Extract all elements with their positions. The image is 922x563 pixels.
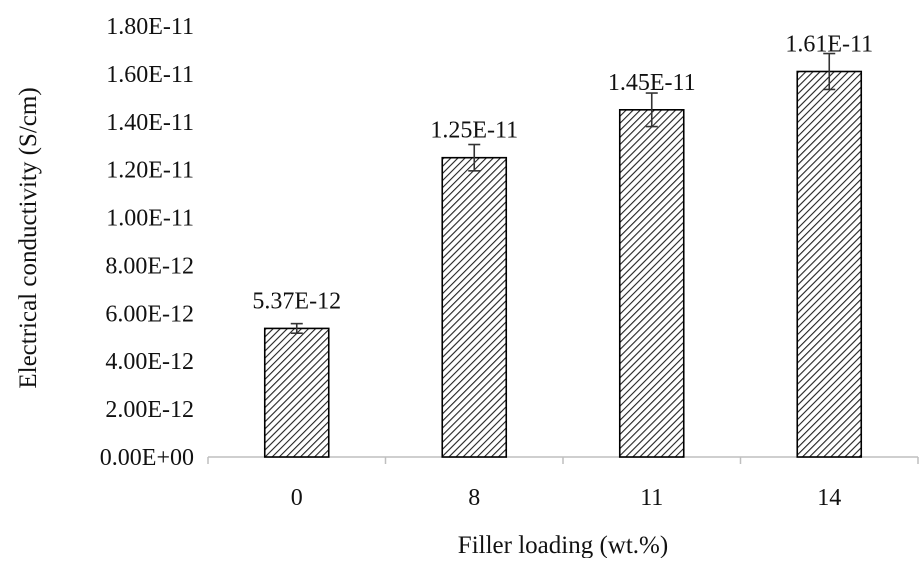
y-tick-label: 1.20E-11 bbox=[106, 158, 194, 184]
x-tick-label: 11 bbox=[640, 485, 663, 511]
bar bbox=[620, 110, 684, 457]
data-label: 1.61E-11 bbox=[785, 31, 873, 57]
y-tick-label: 8.00E-12 bbox=[105, 253, 194, 279]
bars bbox=[265, 71, 862, 457]
x-axis-title: Filler loading (wt.%) bbox=[458, 532, 668, 558]
bar bbox=[442, 158, 506, 457]
x-axis-tick-labels: 0 8 11 14 bbox=[291, 485, 842, 511]
y-tick-label: 1.00E-11 bbox=[106, 206, 194, 232]
y-tick-label: 2.00E-12 bbox=[105, 397, 194, 423]
data-label: 1.45E-11 bbox=[608, 70, 696, 96]
y-tick-label: 0.00E+00 bbox=[100, 445, 194, 471]
y-tick-label: 1.80E-11 bbox=[106, 14, 194, 40]
y-axis-title: Electrical conductivity (S/cm) bbox=[15, 87, 42, 388]
y-tick-label: 1.40E-11 bbox=[106, 110, 194, 136]
error-bars bbox=[291, 54, 836, 334]
y-tick-label: 4.00E-12 bbox=[105, 349, 194, 375]
y-tick-label: 1.60E-11 bbox=[106, 62, 194, 88]
bar bbox=[797, 71, 861, 457]
x-tick-label: 8 bbox=[468, 485, 480, 511]
data-label: 5.37E-12 bbox=[252, 288, 341, 314]
data-labels: 5.37E-12 1.25E-11 1.45E-11 1.61E-11 bbox=[252, 31, 873, 314]
bar bbox=[265, 328, 329, 457]
x-tick-label: 0 bbox=[291, 485, 303, 511]
x-tick-label: 14 bbox=[817, 485, 841, 511]
y-tick-label: 6.00E-12 bbox=[105, 301, 194, 327]
y-axis-ticks: 0.00E+00 2.00E-12 4.00E-12 6.00E-12 8.00E-12… bbox=[100, 14, 194, 471]
data-label: 1.25E-11 bbox=[430, 118, 518, 144]
x-axis-tick-marks bbox=[208, 457, 918, 464]
